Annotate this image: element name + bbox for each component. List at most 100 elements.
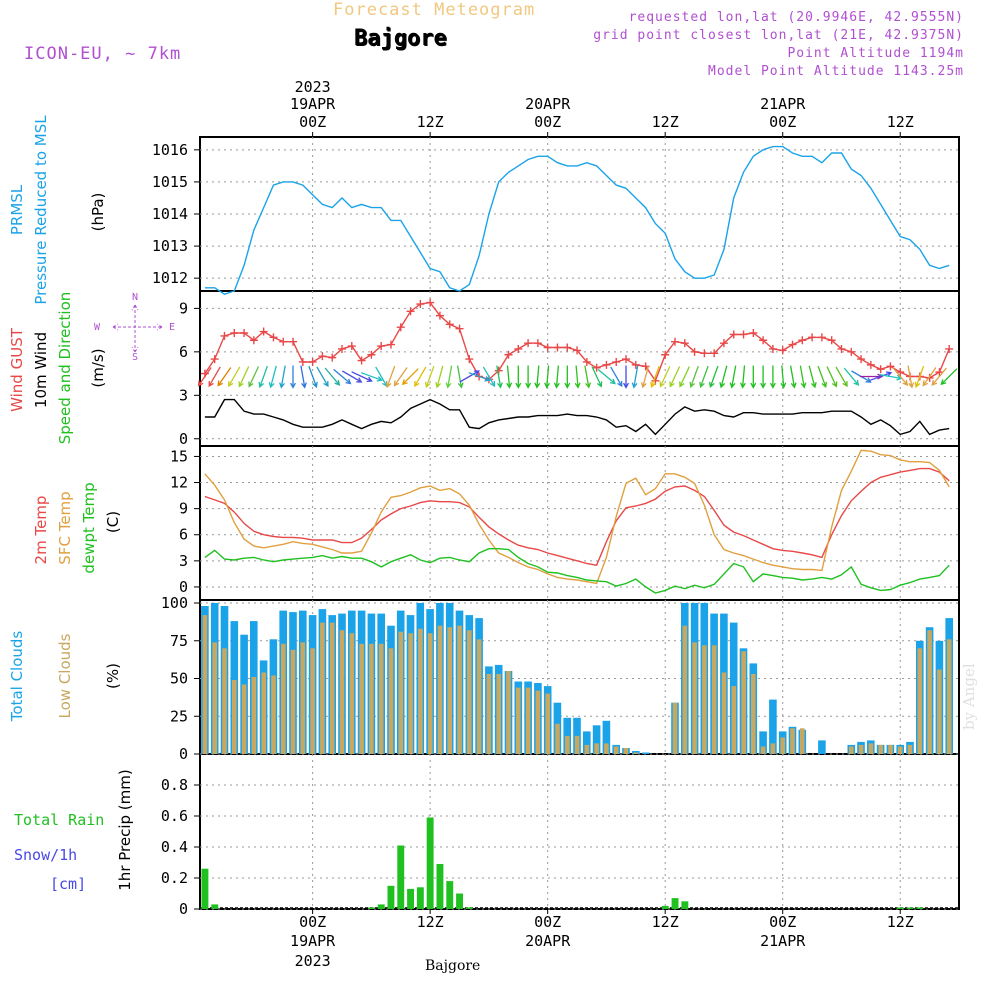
compass-s: S	[132, 352, 138, 363]
low-cloud-bar	[565, 735, 570, 754]
wind-direction-arrow	[435, 365, 444, 389]
precip-bar	[377, 904, 385, 909]
y-tick-label: 0	[179, 745, 188, 763]
bottom-day-label: 19APR	[290, 932, 336, 950]
wind-direction-arrow	[333, 368, 352, 385]
gust-marker	[504, 350, 513, 359]
gust-marker	[524, 339, 533, 348]
low-cloud-bar	[525, 687, 531, 754]
bottom-hour-label: 00Z	[299, 913, 326, 931]
gust-marker	[563, 343, 572, 352]
wind10m-line	[204, 398, 950, 436]
wind-direction-arrow	[515, 365, 522, 389]
y-tick-label: 3	[179, 552, 188, 570]
gust-marker	[661, 350, 670, 359]
gust-marker	[259, 327, 268, 336]
gust-marker	[700, 349, 709, 358]
wind-direction-arrow	[843, 367, 860, 386]
wind-direction-arrow	[650, 365, 660, 389]
compass-rose	[112, 304, 163, 353]
gust-marker	[514, 344, 523, 353]
wind-direction-arrow	[456, 365, 464, 389]
wind-direction-arrow	[808, 365, 817, 389]
gust-marker	[739, 330, 748, 339]
low-cloud-bar	[888, 744, 893, 754]
low-cloud-bar	[447, 627, 452, 754]
low-cloud-bar	[300, 642, 306, 754]
y-tick-label: 9	[179, 299, 188, 317]
wind-direction-arrow	[640, 365, 650, 389]
wind-direction-arrow	[679, 366, 690, 388]
low-cloud-bar	[281, 643, 286, 754]
gust-marker	[808, 333, 817, 342]
low-cloud-bar	[917, 648, 923, 754]
t2m-line	[204, 467, 950, 566]
gust-marker	[338, 344, 347, 353]
total-cloud-bar	[769, 699, 777, 754]
gust-marker	[886, 362, 895, 371]
low-cloud-bar	[418, 628, 423, 754]
gust-marker	[357, 356, 366, 365]
low-cloud-bar	[800, 728, 805, 754]
low-cloud-bar	[496, 674, 501, 754]
gust-marker	[876, 365, 885, 374]
wind-direction-arrow	[351, 371, 373, 383]
wind-direction-arrow	[760, 365, 767, 389]
gust-marker	[347, 342, 356, 351]
location-title: Bajgore	[354, 26, 447, 51]
low-cloud-bar	[868, 743, 874, 754]
bottom-hour-label: 00Z	[534, 913, 561, 931]
wind-direction-arrow	[780, 365, 787, 389]
total-cloud-bar	[641, 752, 650, 754]
t2m-label: 2m Temp	[32, 496, 50, 565]
y-tick-label: 50	[170, 670, 188, 688]
low-cloud-bar	[897, 746, 903, 754]
low-cloud-bar	[702, 645, 707, 754]
gust-marker	[837, 344, 846, 353]
wind-direction-arrow	[940, 368, 958, 386]
y-tick-label: 0.8	[161, 776, 188, 794]
gust-marker	[269, 333, 278, 342]
bottom-day-label: 20APR	[525, 932, 571, 950]
low-cloud-bar	[770, 743, 776, 754]
y-tick-label: 3	[179, 386, 188, 404]
low-cloud-bar	[780, 737, 785, 754]
gust-marker	[866, 360, 875, 369]
gust-marker	[749, 329, 758, 338]
wind-direction-arrow	[496, 365, 503, 389]
wind-direction-arrow	[789, 365, 797, 389]
gust-marker	[573, 346, 582, 355]
pressure-unit: (hPa)	[89, 193, 107, 232]
bottom-hour-label: 00Z	[769, 913, 796, 931]
wind-direction-arrow	[931, 367, 947, 386]
wind-direction-arrow	[238, 366, 250, 388]
y-tick-label: 1013	[152, 237, 188, 255]
gust-marker	[308, 357, 317, 366]
watermark: by Angel	[960, 663, 978, 730]
precip-bar	[681, 901, 689, 910]
precip-bar	[456, 893, 463, 909]
gust-marker	[582, 357, 591, 366]
low-cloud-bar	[584, 744, 590, 754]
low-cloud-bar	[378, 643, 384, 754]
bottom-hour-label: 12Z	[652, 913, 679, 931]
pressure-label-1: PRMSL	[8, 184, 26, 235]
snow-label: Snow/1h	[14, 846, 77, 864]
y-tick-label: 0.2	[161, 869, 188, 887]
low-cloud-bar	[320, 622, 325, 754]
gust-marker	[445, 320, 454, 329]
top-day-label: 21APR	[760, 95, 806, 113]
top-hour-label: 00Z	[534, 113, 561, 131]
wind-direction-arrow	[341, 370, 363, 383]
top-hour-label: 00Z	[769, 113, 796, 131]
precip-bar	[661, 905, 669, 909]
compass-e: E	[169, 322, 175, 333]
precip-bar	[426, 817, 434, 909]
precip-bar	[368, 907, 375, 909]
gust-marker	[817, 333, 826, 342]
low-cloud-bar	[241, 684, 247, 754]
low-cloud-bar	[760, 746, 766, 754]
gust-marker	[602, 360, 611, 369]
y-tick-label: 100	[161, 594, 188, 612]
wind-direction-arrow	[564, 365, 571, 389]
